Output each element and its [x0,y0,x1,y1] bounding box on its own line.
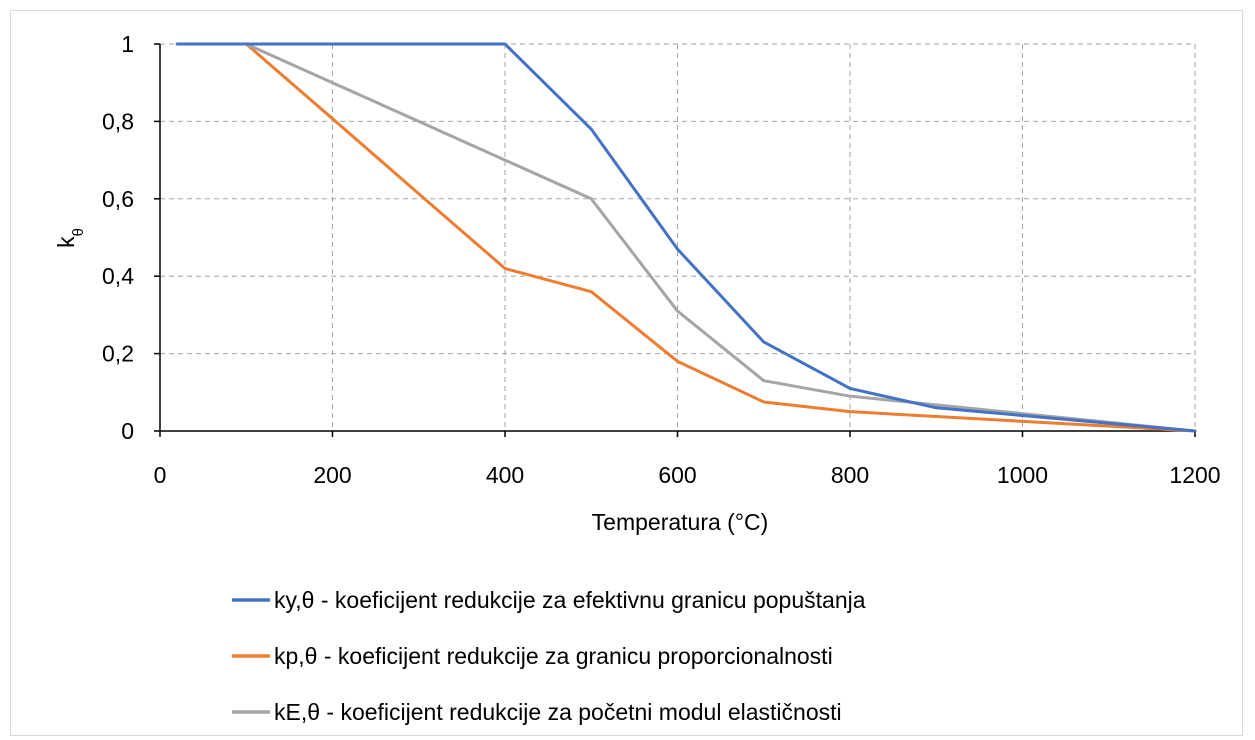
x-tick-label: 200 [313,462,351,488]
x-tick-label: 1200 [1169,462,1220,488]
x-tick-label: 1000 [997,462,1048,488]
x-tick-label: 0 [154,462,167,488]
y-tick-label: 0,2 [102,341,134,367]
legend: ky,θ - koeficijent redukcije za efektivn… [232,587,866,725]
legend-label: ky,θ - koeficijent redukcije za efektivn… [274,587,866,613]
legend-label: kp,θ - koeficijent redukcije za granicu … [274,643,833,669]
series-line-1 [175,42,1197,433]
chart-frame [10,10,1243,736]
legend-label: kE,θ - koeficijent redukcije za početni … [274,699,842,725]
series-line-3 [175,42,1197,433]
y-axis-title-subscript: θ [70,228,87,236]
y-tick-label: 0,4 [102,263,134,289]
grid-layer [160,43,1196,431]
y-tick-label: 0 [121,418,134,444]
x-tick-label: 800 [831,462,869,488]
y-axis-title: kθ [53,228,87,248]
axis-layer [154,43,1196,437]
x-tick-label: 400 [486,462,524,488]
y-tick-label: 0,8 [102,108,134,134]
y-tick-label: 1 [121,31,134,57]
y-axis-title-main: k [53,236,79,248]
series-layer [175,42,1197,433]
tick-label-layer: 0 200 400 600 800 1000 1200 0 0,2 0,4 0,6 0,8 1 [102,31,1221,488]
series-line-2 [175,42,1197,433]
x-axis-title: Temperatura (°C) [592,509,769,535]
x-tick-label: 600 [658,462,696,488]
y-tick-label: 0,6 [102,186,134,212]
